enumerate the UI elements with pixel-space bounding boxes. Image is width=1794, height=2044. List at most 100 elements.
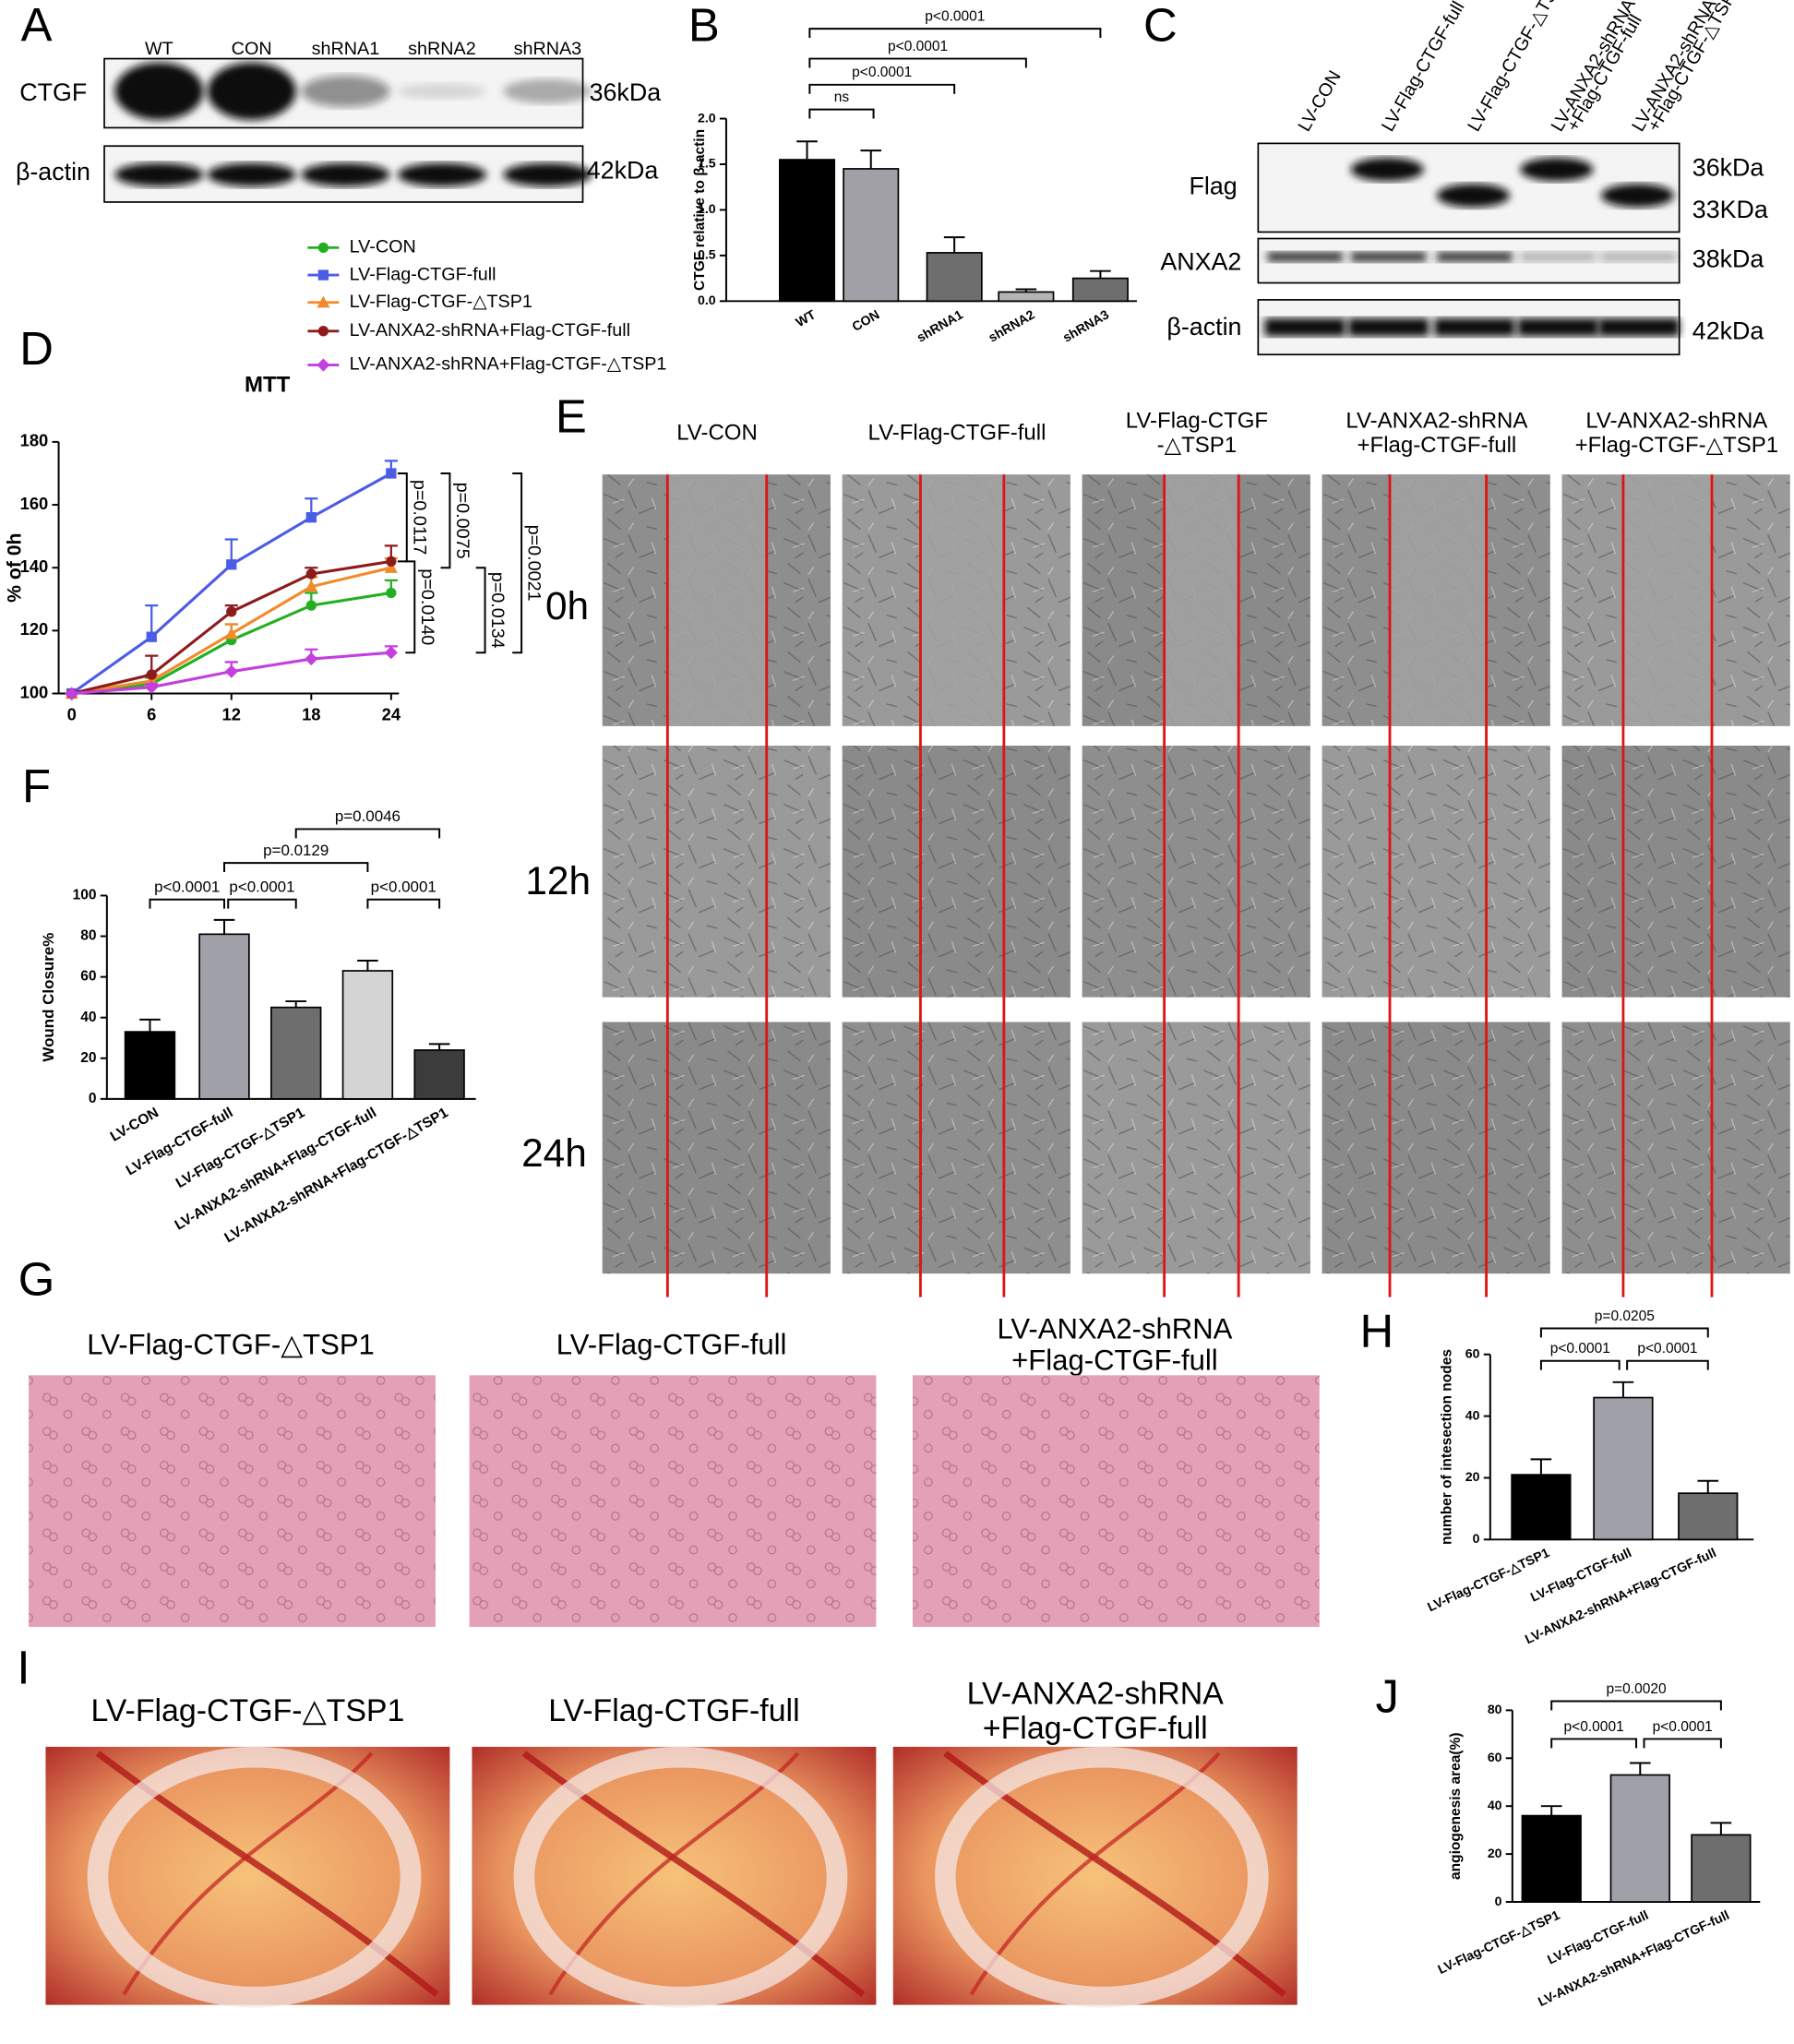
marker — [317, 295, 330, 308]
tube-cells — [29, 1375, 436, 1627]
significance-label: p<0.0001 — [1653, 1719, 1713, 1735]
panel-letter: F — [22, 759, 51, 812]
blot-band — [1434, 317, 1515, 337]
y-tick-label: 40 — [80, 1010, 96, 1025]
panel-letter: E — [556, 389, 587, 442]
blot-band — [114, 62, 204, 120]
image-title: LV-Flag-CTGF — [1126, 409, 1268, 434]
bar — [1678, 1492, 1739, 1541]
error-bar — [1629, 1762, 1651, 1775]
bar — [1691, 1834, 1752, 1903]
error-bar — [1530, 1458, 1552, 1476]
cam-ring — [934, 1746, 1269, 2008]
bar — [998, 291, 1055, 303]
marker — [226, 559, 237, 570]
error-bar — [1612, 1381, 1634, 1398]
y-tick-label: 120 — [20, 619, 49, 639]
bracket — [1643, 1738, 1722, 1749]
image-title: LV-Flag-CTGF-full — [868, 421, 1046, 446]
error-bar — [139, 1018, 161, 1033]
lane-label: LV-CON — [1295, 67, 1346, 135]
error-bar — [796, 140, 818, 161]
marker — [146, 669, 157, 680]
panel-letter: A — [21, 0, 53, 52]
image-title: +Flag-CTGF-full — [1011, 1345, 1218, 1377]
size-label: 36kDa — [590, 78, 662, 106]
wound-cells — [842, 746, 1070, 998]
bar — [1521, 1814, 1582, 1903]
image-title: LV-ANXA2-shRNA — [967, 1677, 1225, 1712]
y-tick-label: 20 — [1465, 1469, 1480, 1484]
significance-label: p<0.0001 — [229, 878, 294, 895]
significance-label: ns — [834, 90, 850, 105]
panel-letter: J — [1375, 1670, 1398, 1723]
blot-band — [1350, 157, 1424, 182]
marker — [384, 646, 398, 660]
significance-label: p<0.0001 — [925, 8, 985, 24]
marker — [317, 242, 329, 254]
blot-band — [301, 162, 390, 187]
significance-label: p=0.0046 — [335, 807, 401, 825]
x-tick-label: 0 — [67, 704, 77, 723]
marker — [384, 561, 398, 573]
bar — [1593, 1396, 1654, 1541]
size-label: 38kDa — [1692, 245, 1764, 273]
y-tick-label: 0.0 — [698, 293, 716, 307]
chart-title: MTT — [245, 372, 291, 397]
marker — [317, 269, 329, 281]
image-title: LV-Flag-CTGF-full — [548, 1693, 799, 1728]
image-title: LV-ANXA2-shRNA — [1346, 409, 1527, 434]
significance-label: p=0.0075 — [452, 483, 472, 559]
image-title: +Flag-CTGF-full — [983, 1711, 1208, 1746]
marker — [226, 606, 237, 617]
panel-letter: B — [688, 0, 720, 52]
panel-letter: C — [1143, 0, 1178, 52]
y-axis-label: CTGF relative to β-actin — [692, 129, 708, 291]
legend-label: LV-Flag-CTGF-full — [350, 264, 496, 284]
blot-band — [503, 162, 592, 187]
y-tick-label: 60 — [80, 969, 96, 985]
x-tick-label: 6 — [147, 704, 156, 723]
y-tick-label: 0.5 — [698, 247, 716, 262]
panel-letter: I — [17, 1641, 30, 1693]
blot-band — [114, 162, 204, 187]
bar — [270, 1006, 322, 1100]
bar — [779, 159, 836, 303]
error-bar — [1090, 269, 1111, 279]
marker — [224, 627, 238, 639]
error-bar — [943, 236, 965, 253]
wound-cells — [1561, 1022, 1790, 1274]
x-tick-label: LV-Flag-CTGF-△TSP1 — [173, 1105, 308, 1191]
bar — [1511, 1474, 1572, 1541]
blot-band — [1598, 317, 1680, 337]
x-tick-label: 12 — [222, 704, 241, 723]
wound-cells — [1561, 746, 1790, 998]
size-label: 33KDa — [1692, 196, 1768, 223]
error-bar — [213, 918, 235, 935]
y-tick-label: 100 — [73, 888, 97, 903]
bracket — [1550, 1738, 1638, 1749]
significance-label: p=0.0140 — [417, 568, 437, 645]
marker — [305, 651, 318, 666]
cam-ring — [513, 1746, 848, 2008]
bracket — [405, 560, 416, 654]
y-axis-label: % of 0h — [5, 533, 26, 603]
blot-band — [301, 75, 390, 107]
lane-label: CON — [232, 39, 272, 59]
cam-image — [45, 1746, 450, 2005]
blot-band — [397, 162, 486, 187]
significance-label: p=0.0134 — [487, 572, 508, 649]
image-title: LV-ANXA2-shRNA — [997, 1312, 1232, 1345]
blot-band — [1267, 251, 1344, 262]
image-title: LV-Flag-CTGF-full — [556, 1328, 787, 1360]
row-label: Flag — [1189, 173, 1237, 200]
lane-label: shRNA1 — [312, 39, 380, 59]
significance-label: p=0.0129 — [263, 842, 329, 859]
error-bar — [1540, 1805, 1562, 1816]
bracket — [1626, 1359, 1709, 1370]
blot-band — [503, 78, 592, 104]
error-bar — [145, 604, 159, 638]
image-title: +Flag-CTGF-△TSP1 — [1575, 433, 1779, 458]
blot-band — [1600, 184, 1675, 208]
image-title: LV-Flag-CTGF-△TSP1 — [87, 1328, 375, 1360]
